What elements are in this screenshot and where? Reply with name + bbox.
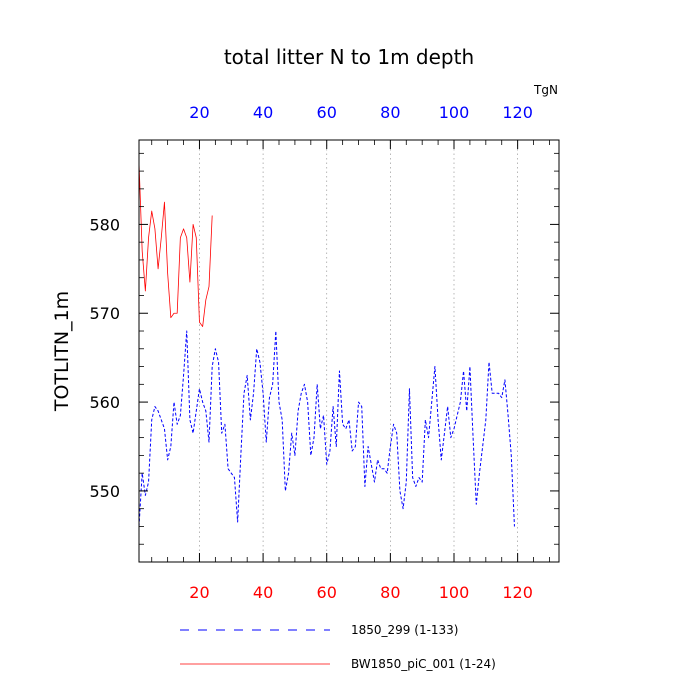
x-tick-label-top-120: 120 bbox=[502, 103, 533, 122]
tick-labels: 20 20 40 40 60 60 80 80 100 100 120 120 550 560 570 580 bbox=[89, 103, 532, 602]
chart-title: total litter N to 1m depth bbox=[224, 45, 474, 69]
y-axis-label: TOTLITN_1m bbox=[51, 291, 73, 412]
axis-ticks bbox=[139, 140, 559, 562]
x-tick-label-bottom-120: 120 bbox=[502, 583, 533, 602]
series-lines bbox=[138, 162, 515, 527]
y-tick-label-560: 560 bbox=[89, 393, 120, 412]
x-tick-label-top-20: 20 bbox=[189, 103, 209, 122]
y-tick-label-580: 580 bbox=[89, 215, 120, 234]
y-tick-label-570: 570 bbox=[89, 304, 120, 323]
plot-frame bbox=[138, 139, 560, 563]
legend-label-1850-299: 1850_299 (1-133) bbox=[351, 623, 459, 637]
x-tick-label-bottom-40: 40 bbox=[253, 583, 273, 602]
series-bw1850-pic-001-line bbox=[138, 162, 213, 327]
legend-label-bw1850-pic-001: BW1850_piC_001 (1-24) bbox=[351, 657, 496, 671]
x-tick-label-top-40: 40 bbox=[253, 103, 273, 122]
x-tick-label-bottom-20: 20 bbox=[189, 583, 209, 602]
series-1850-299-line bbox=[138, 330, 515, 527]
x-tick-label-bottom-80: 80 bbox=[380, 583, 400, 602]
unit-label: TgN bbox=[533, 83, 558, 97]
x-tick-label-top-60: 60 bbox=[317, 103, 337, 122]
x-tick-label-top-80: 80 bbox=[380, 103, 400, 122]
x-tick-label-bottom-60: 60 bbox=[317, 583, 337, 602]
legend: 1850_299 (1-133) BW1850_piC_001 (1-24) bbox=[180, 623, 496, 671]
y-tick-label-550: 550 bbox=[89, 482, 120, 501]
x-tick-label-top-100: 100 bbox=[439, 103, 470, 122]
x-tick-label-bottom-100: 100 bbox=[439, 583, 470, 602]
grid-lines bbox=[199, 140, 518, 562]
